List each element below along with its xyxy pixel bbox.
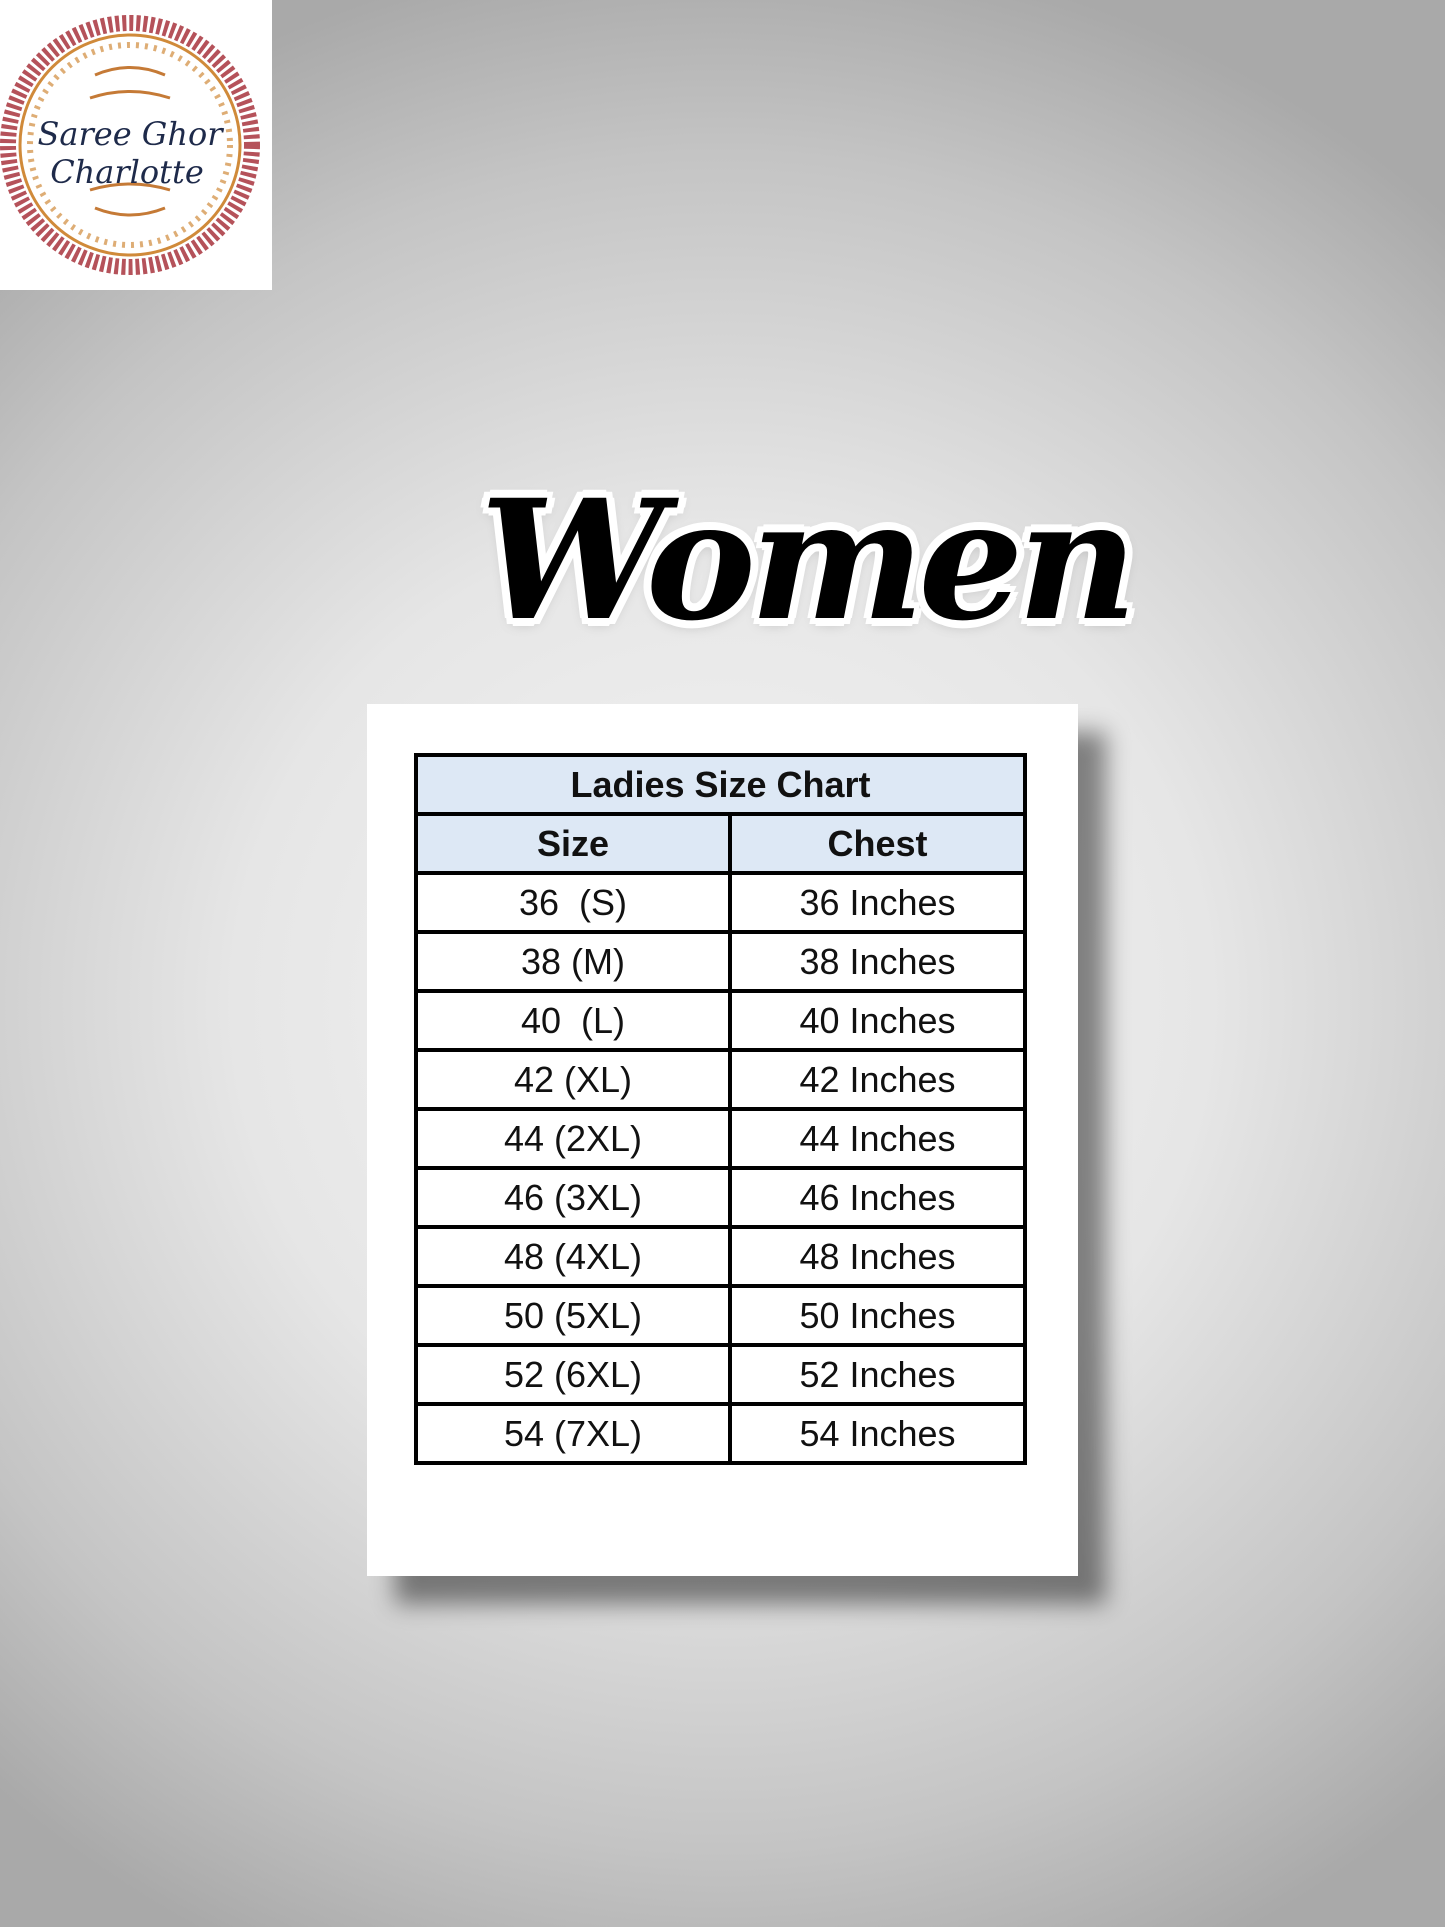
- size-cell: 54 (7XL): [414, 1402, 732, 1465]
- table-row: 36 (S) 36 Inches: [414, 871, 1027, 934]
- table-row: 54 (7XL) 54 Inches: [414, 1402, 1027, 1465]
- chest-cell: 44 Inches: [728, 1107, 1027, 1170]
- size-cell: 46 (3XL): [414, 1166, 732, 1229]
- table-title: Ladies Size Chart: [414, 753, 1027, 816]
- chest-cell: 52 Inches: [728, 1343, 1027, 1406]
- chest-cell: 46 Inches: [728, 1166, 1027, 1229]
- size-cell: 42 (XL): [414, 1048, 732, 1111]
- table-row: 38 (M) 38 Inches: [414, 930, 1027, 993]
- chest-cell: 38 Inches: [728, 930, 1027, 993]
- table-row: 46 (3XL) 46 Inches: [414, 1166, 1027, 1229]
- size-cell: 40 (L): [414, 989, 732, 1052]
- table-row: 50 (5XL) 50 Inches: [414, 1284, 1027, 1347]
- size-cell: 36 (S): [414, 871, 732, 934]
- chest-cell: 40 Inches: [728, 989, 1027, 1052]
- size-cell: 38 (M): [414, 930, 732, 993]
- size-chart-table: Ladies Size Chart Size Chest 36 (S) 36 In…: [414, 753, 1027, 1465]
- chest-cell: 48 Inches: [728, 1225, 1027, 1288]
- header-chest: Chest: [728, 812, 1027, 875]
- size-chart-card: Ladies Size Chart Size Chest 36 (S) 36 In…: [367, 704, 1078, 1576]
- header-size: Size: [414, 812, 732, 875]
- chest-cell: 50 Inches: [728, 1284, 1027, 1347]
- svg-text:Saree Ghor: Saree Ghor: [37, 115, 224, 153]
- chest-cell: 36 Inches: [728, 871, 1027, 934]
- table-row: 44 (2XL) 44 Inches: [414, 1107, 1027, 1170]
- table-row: 52 (6XL) 52 Inches: [414, 1343, 1027, 1406]
- size-cell: 44 (2XL): [414, 1107, 732, 1170]
- table-row: 48 (4XL) 48 Inches: [414, 1225, 1027, 1288]
- table-row: 40 (L) 40 Inches: [414, 989, 1027, 1052]
- chest-cell: 54 Inches: [728, 1402, 1027, 1465]
- table-row: 42 (XL) 42 Inches: [414, 1048, 1027, 1111]
- size-cell: 52 (6XL): [414, 1343, 732, 1406]
- page-title: Women: [480, 463, 1137, 657]
- brand-logo: Saree Ghor Charlotte: [0, 0, 272, 290]
- chest-cell: 42 Inches: [728, 1048, 1027, 1111]
- size-cell: 48 (4XL): [414, 1225, 732, 1288]
- svg-text:Charlotte: Charlotte: [50, 153, 204, 191]
- size-cell: 50 (5XL): [414, 1284, 732, 1347]
